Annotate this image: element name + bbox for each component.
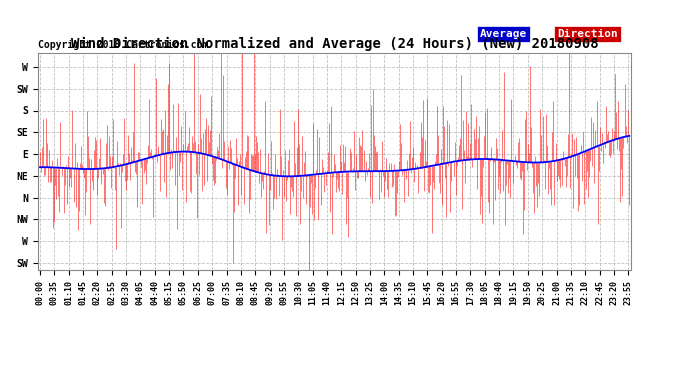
Text: Copyright 2018 Cartronics.com: Copyright 2018 Cartronics.com: [38, 40, 208, 50]
Text: Average: Average: [480, 29, 527, 39]
Title: Wind Direction Normalized and Average (24 Hours) (New) 20180908: Wind Direction Normalized and Average (2…: [71, 37, 598, 51]
Text: Direction: Direction: [558, 29, 618, 39]
